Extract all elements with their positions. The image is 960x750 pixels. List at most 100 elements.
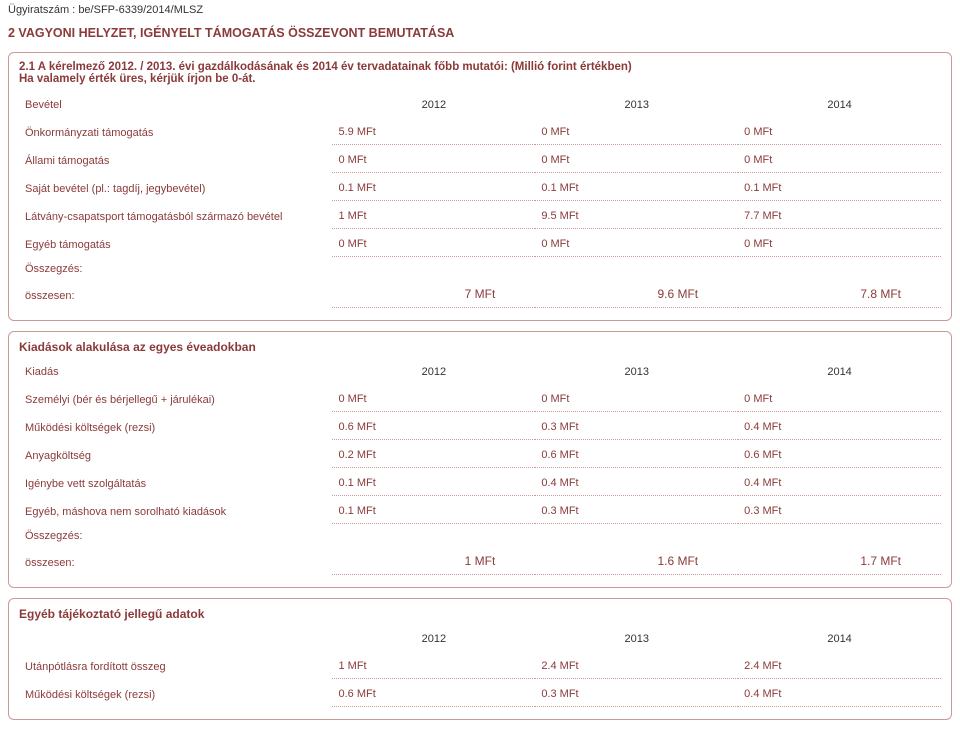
other-panel-heading: Egyéb tájékoztató jellegű adatok — [19, 607, 941, 621]
row-value: 0 MFt — [535, 117, 738, 145]
summary-value: 9.6 MFt — [535, 281, 738, 308]
table-row: Utánpótlásra fordított összeg 1 MFt 2.4 … — [19, 651, 941, 679]
row-value: 0.4 MFt — [738, 412, 941, 440]
row-value: 0 MFt — [535, 229, 738, 257]
case-label: Ügyiratszám : — [8, 4, 75, 16]
summary-value: 7 MFt — [332, 281, 535, 308]
expense-subheading: Kiadás — [19, 360, 332, 384]
table-row: Állami támogatás 0 MFt 0 MFt 0 MFt — [19, 145, 941, 173]
row-value: 0.6 MFt — [738, 440, 941, 468]
row-value: 0 MFt — [738, 384, 941, 412]
row-value: 7.7 MFt — [738, 201, 941, 229]
row-value: 0 MFt — [738, 145, 941, 173]
row-value: 1 MFt — [332, 651, 535, 679]
row-value: 0 MFt — [535, 145, 738, 173]
year-2014: 2014 — [738, 360, 941, 384]
income-table: Bevétel 2012 2013 2014 Önkormányzati tám… — [19, 93, 941, 308]
row-value: 2.4 MFt — [535, 651, 738, 679]
row-value: 0.6 MFt — [332, 412, 535, 440]
row-label: Működési költségek (rezsi) — [19, 412, 332, 440]
summary-value: 1 MFt — [332, 548, 535, 575]
row-value: 0.3 MFt — [535, 412, 738, 440]
table-row: Egyéb támogatás 0 MFt 0 MFt 0 MFt — [19, 229, 941, 257]
row-value: 0.4 MFt — [738, 468, 941, 496]
row-label: Látvány-csapatsport támogatásból származ… — [19, 201, 332, 229]
summary-value: 7.8 MFt — [738, 281, 941, 308]
row-value: 0 MFt — [738, 229, 941, 257]
table-row: Önkormányzati támogatás 5.9 MFt 0 MFt 0 … — [19, 117, 941, 145]
table-row: Működési költségek (rezsi) 0.6 MFt 0.3 M… — [19, 679, 941, 707]
other-header-row: 2012 2013 2014 — [19, 627, 941, 651]
other-table: 2012 2013 2014 Utánpótlásra fordított ös… — [19, 627, 941, 707]
row-label: Igénybe vett szolgáltatás — [19, 468, 332, 496]
row-label: Anyagköltség — [19, 440, 332, 468]
row-value: 0.3 MFt — [535, 679, 738, 707]
case-number: be/SFP-6339/2014/MLSZ — [78, 4, 203, 16]
row-value: 5.9 MFt — [332, 117, 535, 145]
row-label: Saját bevétel (pl.: tagdíj, jegybevétel) — [19, 173, 332, 201]
year-2014: 2014 — [738, 93, 941, 117]
row-value: 0.1 MFt — [332, 468, 535, 496]
year-2013: 2013 — [535, 93, 738, 117]
row-label: Egyéb támogatás — [19, 229, 332, 257]
table-row: Működési költségek (rezsi) 0.6 MFt 0.3 M… — [19, 412, 941, 440]
row-value: 0.1 MFt — [535, 173, 738, 201]
row-label: Egyéb, máshova nem sorolható kiadások — [19, 496, 332, 524]
section-heading: 2 VAGYONI HELYZET, IGÉNYELT TÁMOGATÁS ÖS… — [8, 26, 952, 40]
income-total-row: összesen: 7 MFt 9.6 MFt 7.8 MFt — [19, 281, 941, 308]
summary-value: 1.7 MFt — [738, 548, 941, 575]
expense-header-row: Kiadás 2012 2013 2014 — [19, 360, 941, 384]
row-label: Önkormányzati támogatás — [19, 117, 332, 145]
row-value: 0 MFt — [332, 229, 535, 257]
case-number-line: Ügyiratszám : be/SFP-6339/2014/MLSZ — [8, 4, 952, 16]
row-value: 0 MFt — [738, 117, 941, 145]
expense-panel: Kiadások alakulása az egyes éveadokban K… — [8, 331, 952, 588]
summary-heading: Összegzés: — [19, 524, 941, 548]
expense-panel-heading: Kiadások alakulása az egyes éveadokban — [19, 340, 941, 354]
year-2012: 2012 — [332, 360, 535, 384]
row-value: 0 MFt — [535, 384, 738, 412]
income-header-row: Bevétel 2012 2013 2014 — [19, 93, 941, 117]
expense-table: Kiadás 2012 2013 2014 Személyi (bér és b… — [19, 360, 941, 575]
table-row: Személyi (bér és bérjellegű + járulékai)… — [19, 384, 941, 412]
table-row: Igénybe vett szolgáltatás 0.1 MFt 0.4 MF… — [19, 468, 941, 496]
row-value: 0.1 MFt — [738, 173, 941, 201]
row-value: 0.4 MFt — [738, 679, 941, 707]
summary-heading: Összegzés: — [19, 257, 941, 281]
row-label: Személyi (bér és bérjellegű + járulékai) — [19, 384, 332, 412]
table-row: Anyagköltség 0.2 MFt 0.6 MFt 0.6 MFt — [19, 440, 941, 468]
summary-value: 1.6 MFt — [535, 548, 738, 575]
row-value: 0.4 MFt — [535, 468, 738, 496]
row-value: 1 MFt — [332, 201, 535, 229]
summary-label: összesen: — [19, 548, 332, 575]
expense-total-row: összesen: 1 MFt 1.6 MFt 1.7 MFt — [19, 548, 941, 575]
row-label: Állami támogatás — [19, 145, 332, 173]
row-value: 0.6 MFt — [535, 440, 738, 468]
intro-line2: Ha valamely érték üres, kérjük írjon be … — [19, 73, 941, 85]
year-2012: 2012 — [332, 93, 535, 117]
row-value: 9.5 MFt — [535, 201, 738, 229]
intro-line1: 2.1 A kérelmező 2012. / 2013. évi gazdál… — [19, 61, 941, 73]
summary-label: összesen: — [19, 281, 332, 308]
row-value: 0 MFt — [332, 384, 535, 412]
row-value: 0.3 MFt — [738, 496, 941, 524]
year-2014: 2014 — [738, 627, 941, 651]
row-value: 0.1 MFt — [332, 173, 535, 201]
row-label: Utánpótlásra fordított összeg — [19, 651, 332, 679]
row-label: Működési költségek (rezsi) — [19, 679, 332, 707]
row-value: 0.3 MFt — [535, 496, 738, 524]
other-panel: Egyéb tájékoztató jellegű adatok 2012 20… — [8, 598, 952, 720]
income-heading: Bevétel — [19, 93, 332, 117]
table-row: Egyéb, máshova nem sorolható kiadások 0.… — [19, 496, 941, 524]
year-2013: 2013 — [535, 360, 738, 384]
row-value: 0.2 MFt — [332, 440, 535, 468]
row-value: 0.6 MFt — [332, 679, 535, 707]
year-2013: 2013 — [535, 627, 738, 651]
income-panel: 2.1 A kérelmező 2012. / 2013. évi gazdál… — [8, 52, 952, 321]
row-value: 0 MFt — [332, 145, 535, 173]
year-2012: 2012 — [332, 627, 535, 651]
row-value: 0.1 MFt — [332, 496, 535, 524]
table-row: Saját bevétel (pl.: tagdíj, jegybevétel)… — [19, 173, 941, 201]
row-value: 2.4 MFt — [738, 651, 941, 679]
table-row: Látvány-csapatsport támogatásból származ… — [19, 201, 941, 229]
